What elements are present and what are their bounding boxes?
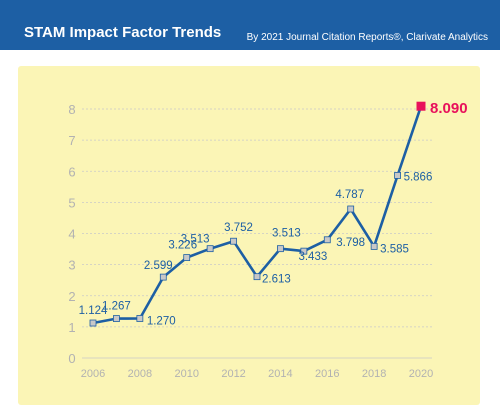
data-label-highlight: 8.090 — [430, 100, 468, 117]
data-label: 3.585 — [380, 243, 409, 255]
x-tick-label: 2014 — [268, 368, 292, 380]
y-tick-label: 7 — [68, 133, 75, 148]
data-label: 3.752 — [224, 222, 253, 234]
data-point — [113, 315, 120, 322]
data-point — [253, 273, 261, 281]
data-label: 3.226 — [168, 240, 197, 252]
y-tick-label: 3 — [68, 258, 75, 273]
data-label: 3.433 — [298, 251, 327, 263]
data-point — [277, 245, 284, 253]
data-label: 4.787 — [335, 189, 364, 201]
data-point — [323, 236, 331, 244]
data-point-highlight — [416, 101, 426, 111]
y-tick-label: 0 — [68, 351, 75, 366]
x-tick-label: 2016 — [315, 368, 339, 380]
data-label: 3.513 — [272, 228, 301, 240]
data-point — [347, 205, 355, 213]
x-tick-label: 2010 — [174, 368, 198, 380]
page-title: STAM Impact Factor Trends — [24, 24, 222, 41]
data-point — [370, 243, 378, 250]
series-line — [91, 104, 423, 325]
data-point — [230, 237, 237, 245]
data-label: 1.270 — [147, 315, 176, 327]
data-point — [183, 254, 191, 261]
data-label: 1.267 — [102, 301, 131, 313]
data-label: 3.798 — [336, 237, 365, 249]
source-note: By 2021 Journal Citation Reports®, Clari… — [246, 32, 488, 43]
y-tick-label: 4 — [68, 227, 75, 242]
y-tick-label: 8 — [68, 102, 75, 117]
x-tick-label: 2008 — [128, 368, 152, 380]
data-label: 2.599 — [144, 260, 173, 272]
x-tick-label: 2006 — [81, 368, 105, 380]
y-tick-label: 5 — [68, 195, 75, 210]
x-tick-label: 2020 — [409, 368, 433, 380]
data-point — [394, 172, 401, 179]
data-point — [300, 247, 308, 255]
data-point — [136, 315, 144, 322]
chart-panel — [18, 66, 480, 405]
data-point — [89, 319, 97, 327]
data-label: 1.124 — [79, 305, 108, 317]
data-point — [159, 273, 167, 281]
data-point — [206, 245, 214, 253]
header-bar: STAM Impact Factor Trends By 2021 Journa… — [0, 0, 500, 50]
y-tick-label: 2 — [68, 289, 75, 304]
y-tick-label: 6 — [68, 164, 75, 179]
data-label: 5.866 — [404, 171, 433, 183]
x-tick-label: 2012 — [221, 368, 245, 380]
y-tick-label: 1 — [68, 320, 75, 335]
data-label: 2.613 — [262, 274, 291, 286]
data-label: 3.513 — [181, 234, 210, 246]
x-tick-label: 2018 — [362, 368, 386, 380]
